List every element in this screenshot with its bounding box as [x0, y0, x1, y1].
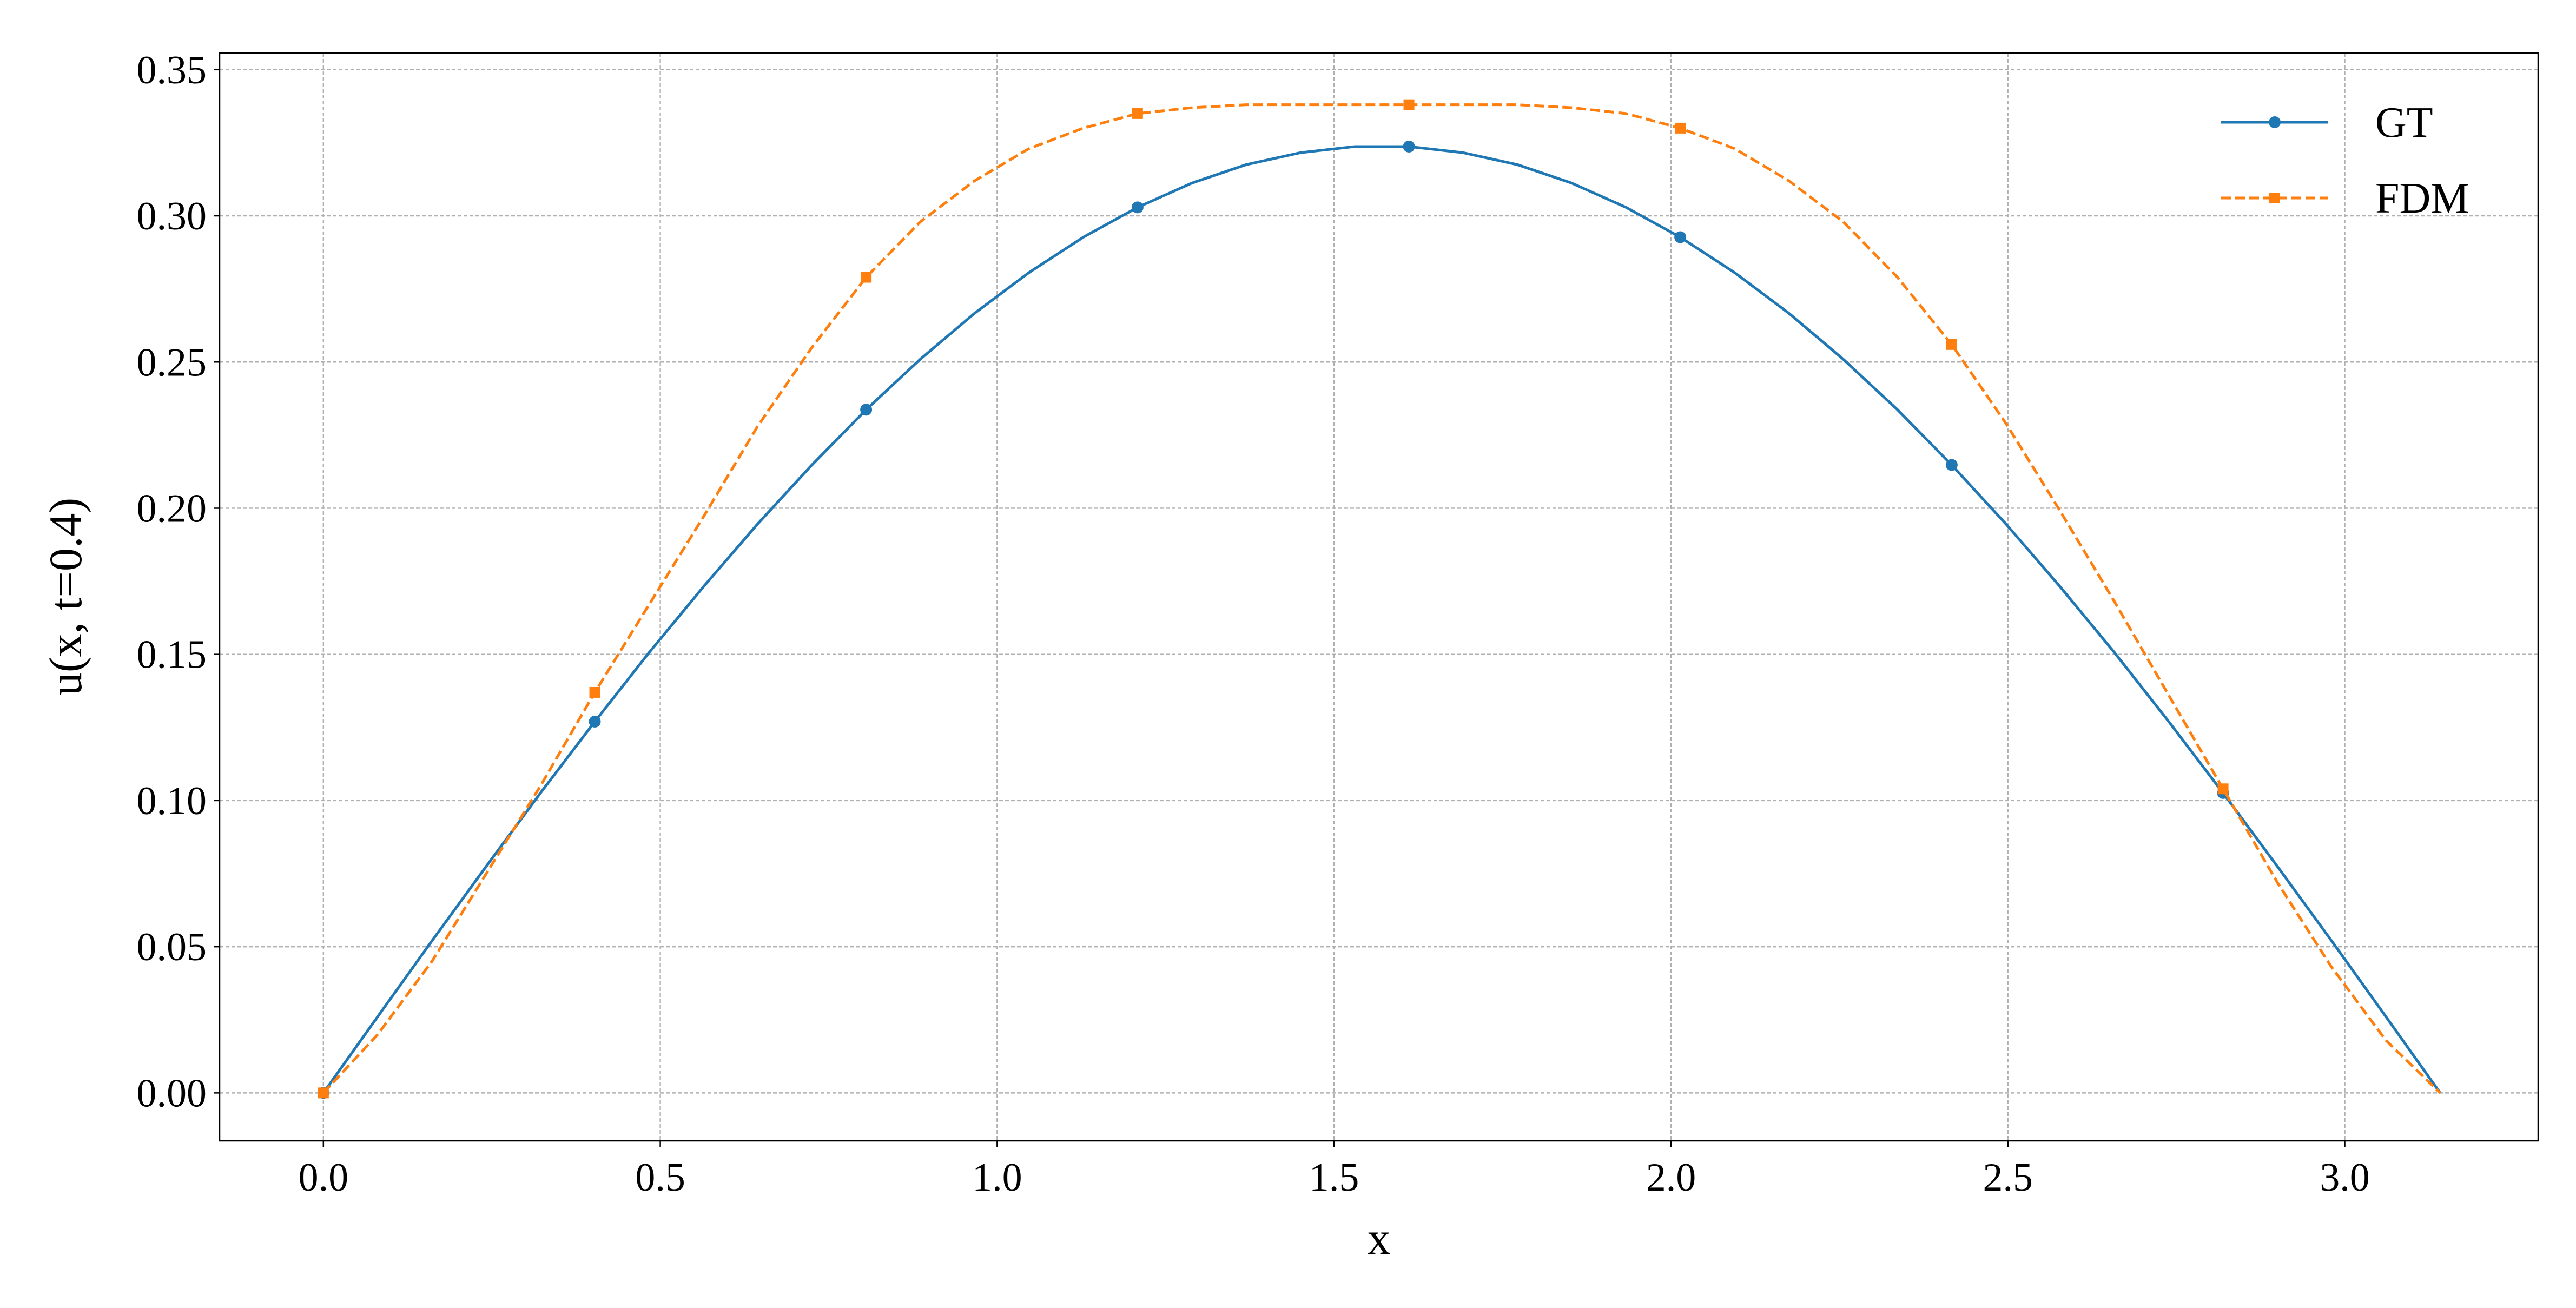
y-tick-label: 0.15 [137, 633, 207, 677]
data-point [1945, 459, 1958, 471]
data-point [1403, 140, 1415, 153]
plot-frame [219, 52, 2539, 1142]
data-point [1131, 201, 1144, 214]
x-tick-label: 0.0 [299, 1155, 349, 1200]
series-line [322, 103, 2441, 1094]
data-point [1674, 231, 1687, 243]
y-axis-label: u(x, t=0.4) [39, 498, 91, 696]
x-tick-label: 0.5 [635, 1155, 685, 1200]
y-tick-label: 0.05 [137, 925, 207, 969]
data-point [589, 716, 601, 728]
data-point [1675, 122, 1686, 134]
legend-label: FDM [2375, 175, 2469, 222]
data-point [861, 272, 872, 283]
x-tick-label: 2.5 [1983, 1155, 2033, 1200]
legend-label: GT [2375, 99, 2433, 147]
y-tick-label: 0.10 [137, 779, 207, 823]
legend-marker [2269, 193, 2280, 203]
y-tick-label: 0.20 [137, 486, 207, 531]
x-axis-label: x [1368, 1212, 1391, 1264]
data-point [589, 686, 600, 698]
data-point [1132, 108, 1143, 119]
data-point [1946, 339, 1957, 350]
y-tick-label: 0.00 [137, 1071, 207, 1115]
data-point [318, 1087, 329, 1099]
data-point [860, 404, 873, 416]
data-point [2217, 783, 2229, 795]
x-tick-label: 2.0 [1646, 1155, 1696, 1200]
y-tick-label: 0.30 [137, 194, 207, 239]
y-tick-label: 0.25 [137, 340, 207, 385]
series-line [322, 145, 2441, 1094]
x-tick-label: 1.5 [1309, 1155, 1359, 1200]
x-tick-label: 3.0 [2320, 1155, 2370, 1200]
y-tick-label: 0.35 [137, 48, 207, 93]
data-point [1403, 99, 1415, 110]
legend-marker [2269, 116, 2281, 128]
x-tick-label: 1.0 [972, 1155, 1022, 1200]
